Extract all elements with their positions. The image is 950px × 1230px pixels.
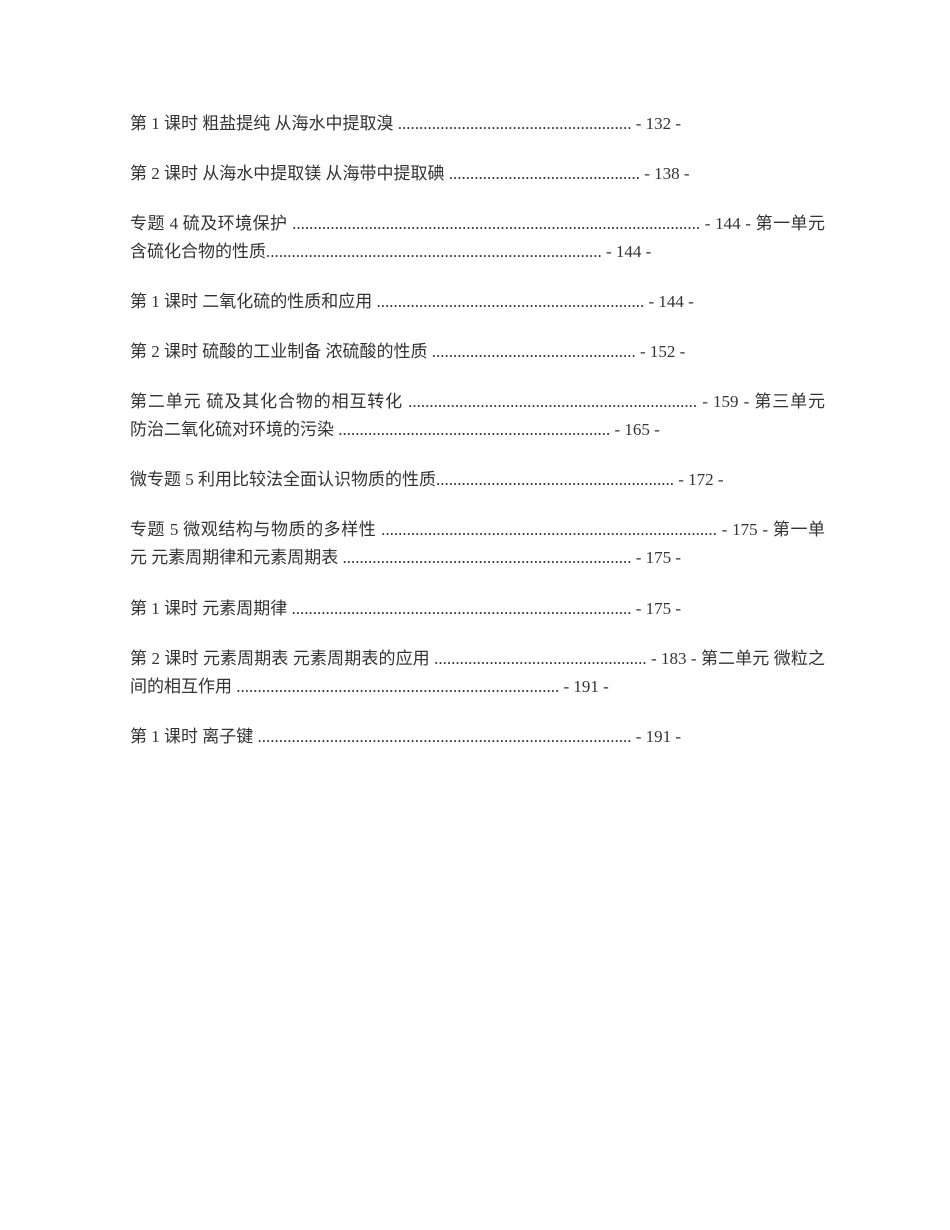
toc-entry: 第 1 课时 二氧化硫的性质和应用 ......................…: [130, 288, 825, 316]
toc-entry: 第 1 课时 离子键 .............................…: [130, 723, 825, 751]
toc-entry: 第 1 课时 粗盐提纯 从海水中提取溴 ....................…: [130, 110, 825, 138]
toc-entry: 第 1 课时 元素周期律 ...........................…: [130, 595, 825, 623]
toc-entry: 第 2 课时 硫酸的工业制备 浓硫酸的性质 ..................…: [130, 338, 825, 366]
toc-entry: 微专题 5 利用比较法全面认识物质的性质....................…: [130, 466, 825, 494]
toc-entry: 第 2 课时 元素周期表 元素周期表的应用 ..................…: [130, 645, 825, 701]
table-of-contents: 第 1 课时 粗盐提纯 从海水中提取溴 ....................…: [130, 110, 825, 751]
toc-entry: 第二单元 硫及其化合物的相互转化 .......................…: [130, 388, 825, 444]
toc-entry: 专题 4 硫及环境保护 ............................…: [130, 210, 825, 266]
toc-entry: 第 2 课时 从海水中提取镁 从海带中提取碘 .................…: [130, 160, 825, 188]
toc-entry: 专题 5 微观结构与物质的多样性 .......................…: [130, 516, 825, 572]
